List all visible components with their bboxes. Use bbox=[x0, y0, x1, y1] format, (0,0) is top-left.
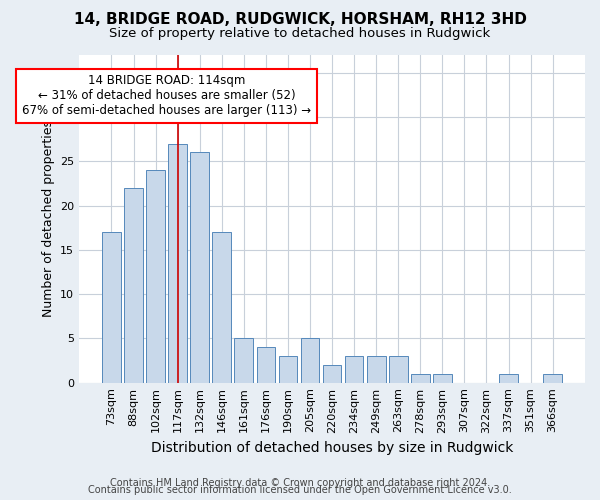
Y-axis label: Number of detached properties: Number of detached properties bbox=[41, 120, 55, 318]
Bar bbox=[146, 170, 165, 382]
Bar bbox=[168, 144, 187, 382]
Bar bbox=[301, 338, 319, 382]
X-axis label: Distribution of detached houses by size in Rudgwick: Distribution of detached houses by size … bbox=[151, 441, 513, 455]
Bar bbox=[235, 338, 253, 382]
Bar bbox=[212, 232, 231, 382]
Bar bbox=[433, 374, 452, 382]
Bar bbox=[411, 374, 430, 382]
Bar bbox=[389, 356, 407, 382]
Bar bbox=[543, 374, 562, 382]
Bar bbox=[323, 365, 341, 382]
Bar bbox=[367, 356, 386, 382]
Text: Contains HM Land Registry data © Crown copyright and database right 2024.: Contains HM Land Registry data © Crown c… bbox=[110, 478, 490, 488]
Bar bbox=[278, 356, 298, 382]
Bar bbox=[345, 356, 364, 382]
Bar bbox=[102, 232, 121, 382]
Text: 14, BRIDGE ROAD, RUDGWICK, HORSHAM, RH12 3HD: 14, BRIDGE ROAD, RUDGWICK, HORSHAM, RH12… bbox=[74, 12, 526, 28]
Bar bbox=[190, 152, 209, 382]
Text: 14 BRIDGE ROAD: 114sqm
← 31% of detached houses are smaller (52)
67% of semi-det: 14 BRIDGE ROAD: 114sqm ← 31% of detached… bbox=[22, 74, 311, 118]
Bar bbox=[257, 348, 275, 382]
Text: Contains public sector information licensed under the Open Government Licence v3: Contains public sector information licen… bbox=[88, 485, 512, 495]
Text: Size of property relative to detached houses in Rudgwick: Size of property relative to detached ho… bbox=[109, 28, 491, 40]
Bar bbox=[124, 188, 143, 382]
Bar bbox=[499, 374, 518, 382]
